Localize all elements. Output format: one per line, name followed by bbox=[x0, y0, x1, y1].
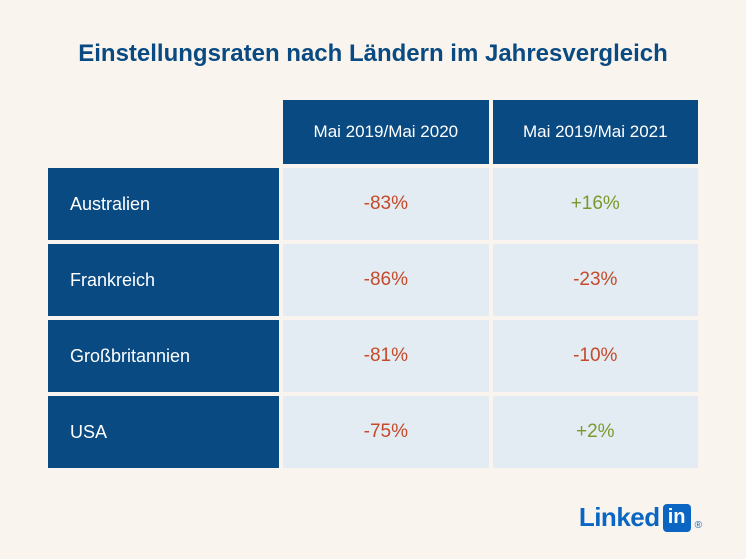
table-row: USA -75% +2% bbox=[48, 396, 698, 468]
page-title: Einstellungsraten nach Ländern im Jahres… bbox=[44, 40, 702, 68]
table-row: Frankreich -86% -23% bbox=[48, 244, 698, 316]
table-row: Australien -83% +16% bbox=[48, 168, 698, 240]
value-cell: -10% bbox=[493, 320, 698, 392]
row-label: USA bbox=[48, 396, 279, 468]
value-cell: -86% bbox=[283, 244, 488, 316]
value-cell: -81% bbox=[283, 320, 488, 392]
value-cell: +16% bbox=[493, 168, 698, 240]
column-header: Mai 2019/Mai 2020 bbox=[283, 100, 488, 164]
value-cell: -83% bbox=[283, 168, 488, 240]
logo-dot: ® bbox=[695, 520, 702, 531]
row-label: Australien bbox=[48, 168, 279, 240]
hiring-rates-table: Mai 2019/Mai 2020 Mai 2019/Mai 2021 Aust… bbox=[44, 96, 702, 472]
value-cell: -23% bbox=[493, 244, 698, 316]
value-cell: -75% bbox=[283, 396, 488, 468]
column-header: Mai 2019/Mai 2021 bbox=[493, 100, 698, 164]
row-label: Großbritannien bbox=[48, 320, 279, 392]
linkedin-logo: Linked in ® bbox=[579, 502, 702, 533]
row-label: Frankreich bbox=[48, 244, 279, 316]
table-header-row: Mai 2019/Mai 2020 Mai 2019/Mai 2021 bbox=[48, 100, 698, 164]
logo-box-icon: in bbox=[663, 504, 691, 532]
table-corner-empty bbox=[48, 100, 279, 164]
logo-text: Linked bbox=[579, 502, 660, 533]
table-row: Großbritannien -81% -10% bbox=[48, 320, 698, 392]
value-cell: +2% bbox=[493, 396, 698, 468]
